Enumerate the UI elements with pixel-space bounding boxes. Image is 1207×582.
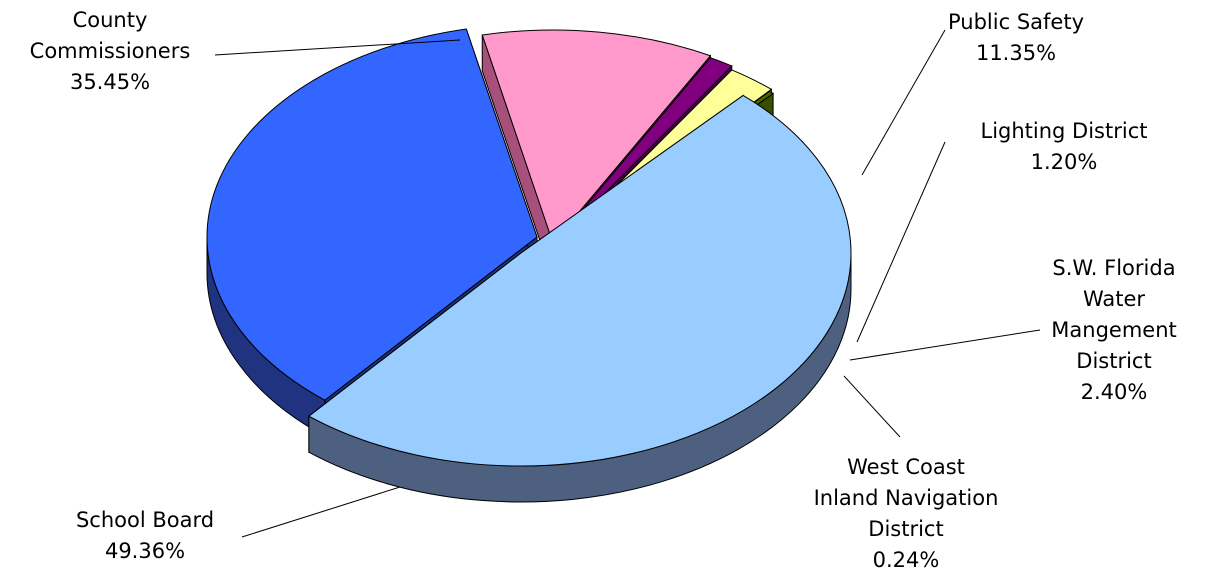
- slice-name-line: Inland Navigation: [814, 486, 999, 510]
- slice-label-s-w-florida-water-mangement-district: S.W. Florida Water Mangement District 2.40%: [1051, 256, 1176, 404]
- slice-label-county-commissioners: County Commissioners 35.45%: [30, 8, 191, 94]
- slice-name-line: District: [868, 517, 943, 541]
- slice-name-line: S.W. Florida: [1052, 256, 1175, 280]
- slice-name-line: Lighting District: [981, 119, 1148, 143]
- slice-name-line: District: [1076, 349, 1151, 373]
- slice-name-line: School Board: [76, 508, 214, 532]
- slice-value-label: 2.40%: [1081, 380, 1148, 404]
- leader-line-county-commissioners: [214, 39, 461, 56]
- slice-label-public-safety: Public Safety 11.35%: [948, 10, 1084, 65]
- leader-line-lighting-district: [856, 141, 946, 343]
- slice-value-label: 35.45%: [70, 70, 150, 94]
- slice-name-line: Mangement: [1051, 318, 1176, 342]
- slice-label-west-coast-inland-navigation-district: West Coast Inland Navigation District 0.24%: [814, 455, 999, 572]
- leader-layer: [214, 29, 1041, 538]
- label-layer: County Commissioners 35.45% Public Safety 11…: [30, 8, 1177, 572]
- slice-top: [307, 94, 852, 467]
- slice-value-label: 11.35%: [976, 41, 1056, 65]
- slice-label-lighting-district: Lighting District 1.20%: [981, 119, 1148, 174]
- slice-value-label: 1.20%: [1031, 150, 1098, 174]
- slice-name-line: Water: [1083, 287, 1145, 311]
- slice-value-label: 49.36%: [105, 539, 185, 563]
- slice-name-line: West Coast: [847, 455, 965, 479]
- leader-line-public-safety: [861, 29, 946, 176]
- leader-line-s-w-florida-water-mangement-district: [849, 329, 1041, 361]
- slice-value-label: 0.24%: [873, 548, 940, 572]
- slice-name-line: Public Safety: [948, 10, 1084, 34]
- leader-line-west-coast-inland-navigation-district: [843, 375, 901, 438]
- slice-layer: [206, 28, 852, 503]
- slice-name-line: Commissioners: [30, 39, 191, 63]
- slice-label-school-board: School Board 49.36%: [76, 508, 214, 563]
- slice-top: [481, 29, 712, 245]
- slice-name-line: County: [73, 8, 148, 32]
- leader-line-school-board: [241, 486, 401, 538]
- slice-top: [206, 28, 538, 401]
- slice-school-board: [307, 94, 852, 503]
